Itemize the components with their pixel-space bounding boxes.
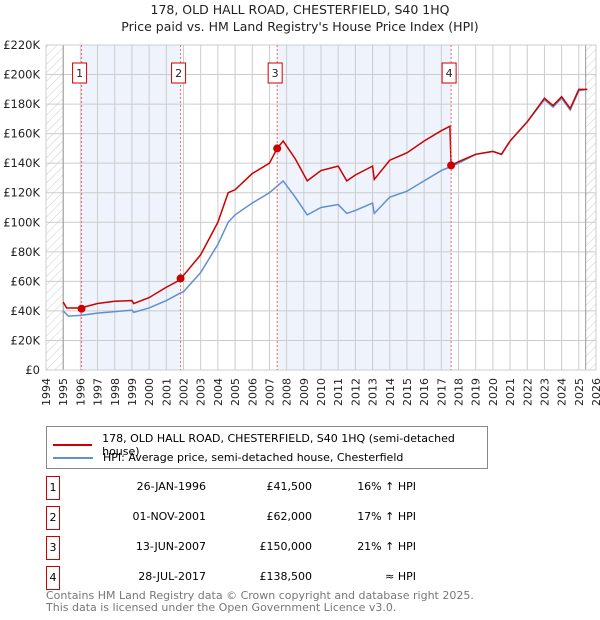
sale-number-label: 3 — [272, 67, 279, 80]
sale-point — [176, 274, 185, 283]
sale-price: £150,000 — [259, 540, 313, 553]
x-tick-label: 2011 — [332, 378, 345, 406]
x-tick-label: 2000 — [143, 378, 156, 406]
y-tick-label: £220K — [3, 38, 40, 52]
chart-subtitle: Price paid vs. HM Land Registry's House … — [121, 19, 479, 34]
sale-number-box — [441, 62, 457, 84]
x-tick-label: 2019 — [470, 378, 483, 406]
x-tick-label: 1996 — [74, 378, 87, 406]
sale-price: £62,000 — [266, 510, 313, 523]
x-tick-label: 2017 — [435, 378, 448, 406]
x-tick-label: 1994 — [40, 378, 53, 406]
legend: 178, OLD HALL ROAD, CHESTERFIELD, S40 1H… — [46, 426, 488, 469]
y-tick-label: £60K — [11, 274, 41, 288]
sale-date: 01-NOV-2001 — [132, 510, 206, 523]
sale-point — [273, 144, 282, 153]
sale-number-label: 4 — [446, 67, 453, 80]
sale-hpi-relation: 16% ↑ HPI — [357, 480, 416, 493]
sale-hpi-relation: 21% ↑ HPI — [357, 540, 416, 553]
sale-hpi-relation: ≈ HPI — [385, 570, 416, 583]
sale-number-box — [267, 62, 283, 84]
x-tick-label: 1999 — [126, 378, 139, 406]
legend-hpi: HPI: Average price, semi-detached house,… — [103, 451, 404, 464]
hpi-line-swatch — [53, 456, 93, 459]
hatched-post-data — [585, 45, 596, 370]
sale-price: £138,500 — [259, 570, 313, 583]
x-tick-label: 2009 — [298, 378, 311, 406]
hatched-pre-data — [46, 45, 64, 370]
y-tick-label: £0 — [25, 363, 40, 377]
legend-property: 178, OLD HALL ROAD, CHESTERFIELD, S40 1H… — [102, 432, 455, 458]
footer-licence: This data is licensed under the Open Gov… — [46, 600, 397, 614]
sale-date: 28-JUL-2017 — [138, 570, 206, 583]
shaded-period-1-2 — [81, 45, 181, 370]
x-tick-label: 1997 — [92, 378, 105, 406]
y-tick-label: £20K — [11, 333, 41, 347]
sale-number-label: 2 — [175, 67, 182, 80]
plot-border — [45, 44, 597, 371]
property-line-swatch — [53, 444, 93, 446]
y-tick-label: £40K — [11, 304, 41, 318]
y-tick-label: £80K — [11, 245, 41, 259]
price-chart: 1994 1995 1996 1997 1998 1999 2000 2001 2002 2003… — [3, 38, 600, 406]
x-tick-label: 2002 — [178, 378, 191, 406]
x-tick-label: 2018 — [453, 378, 466, 406]
x-tick-label: 2020 — [487, 378, 500, 406]
x-tick-label: 2026 — [590, 378, 600, 406]
x-tick-label: 1995 — [57, 378, 70, 406]
sale-number-label: 1 — [76, 67, 83, 80]
property-price-line — [62, 88, 588, 309]
x-tick-label: 2015 — [401, 378, 414, 406]
sale-number-box — [171, 62, 187, 84]
sale-point — [447, 161, 456, 170]
sale-number: 2 — [46, 506, 60, 530]
x-tick-label: 2006 — [246, 378, 259, 406]
x-tick-label: 2003 — [195, 378, 208, 406]
sale-date: 13-JUN-2007 — [135, 540, 206, 553]
x-tick-label: 2005 — [229, 378, 242, 406]
x-tick-label: 2024 — [556, 378, 569, 406]
x-tick-label: 2014 — [384, 378, 397, 406]
x-tick-label: 1998 — [109, 378, 122, 406]
y-tick-label: £200K — [3, 68, 40, 82]
x-tick-label: 2012 — [349, 378, 362, 406]
x-tick-label: 2013 — [367, 378, 380, 406]
x-tick-label: 2022 — [521, 378, 534, 406]
sale-number: 3 — [46, 536, 60, 560]
x-tick-label: 2001 — [160, 378, 173, 406]
x-tick-label: 2007 — [263, 378, 276, 406]
sale-point — [77, 304, 86, 313]
y-tick-label: £120K — [3, 186, 40, 200]
footer-copyright: Contains HM Land Registry data © Crown c… — [46, 589, 474, 602]
x-tick-label: 2010 — [315, 378, 328, 406]
y-tick-label: £160K — [3, 127, 40, 141]
sale-number: 4 — [46, 566, 60, 590]
sale-hpi-relation: 17% ↑ HPI — [357, 510, 416, 523]
sale-number: 1 — [46, 476, 60, 500]
footer: Contains HM Land Registry data © Crown c… — [46, 590, 474, 613]
y-tick-label: £140K — [3, 156, 40, 170]
x-tick-label: 2004 — [212, 378, 225, 406]
sale-number-box — [72, 62, 88, 84]
x-tick-label: 2023 — [538, 378, 551, 406]
x-tick-label: 2025 — [573, 378, 586, 406]
y-tick-label: £180K — [3, 97, 40, 111]
sale-date: 26-JAN-1996 — [136, 480, 206, 493]
chart-title: 178, OLD HALL ROAD, CHESTERFIELD, S40 1H… — [150, 2, 450, 17]
x-tick-label: 2016 — [418, 378, 431, 406]
x-tick-label: 2021 — [504, 378, 517, 406]
sale-price: £41,500 — [266, 480, 313, 493]
x-tick-label: 2008 — [281, 378, 294, 406]
y-tick-label: £100K — [3, 215, 40, 229]
